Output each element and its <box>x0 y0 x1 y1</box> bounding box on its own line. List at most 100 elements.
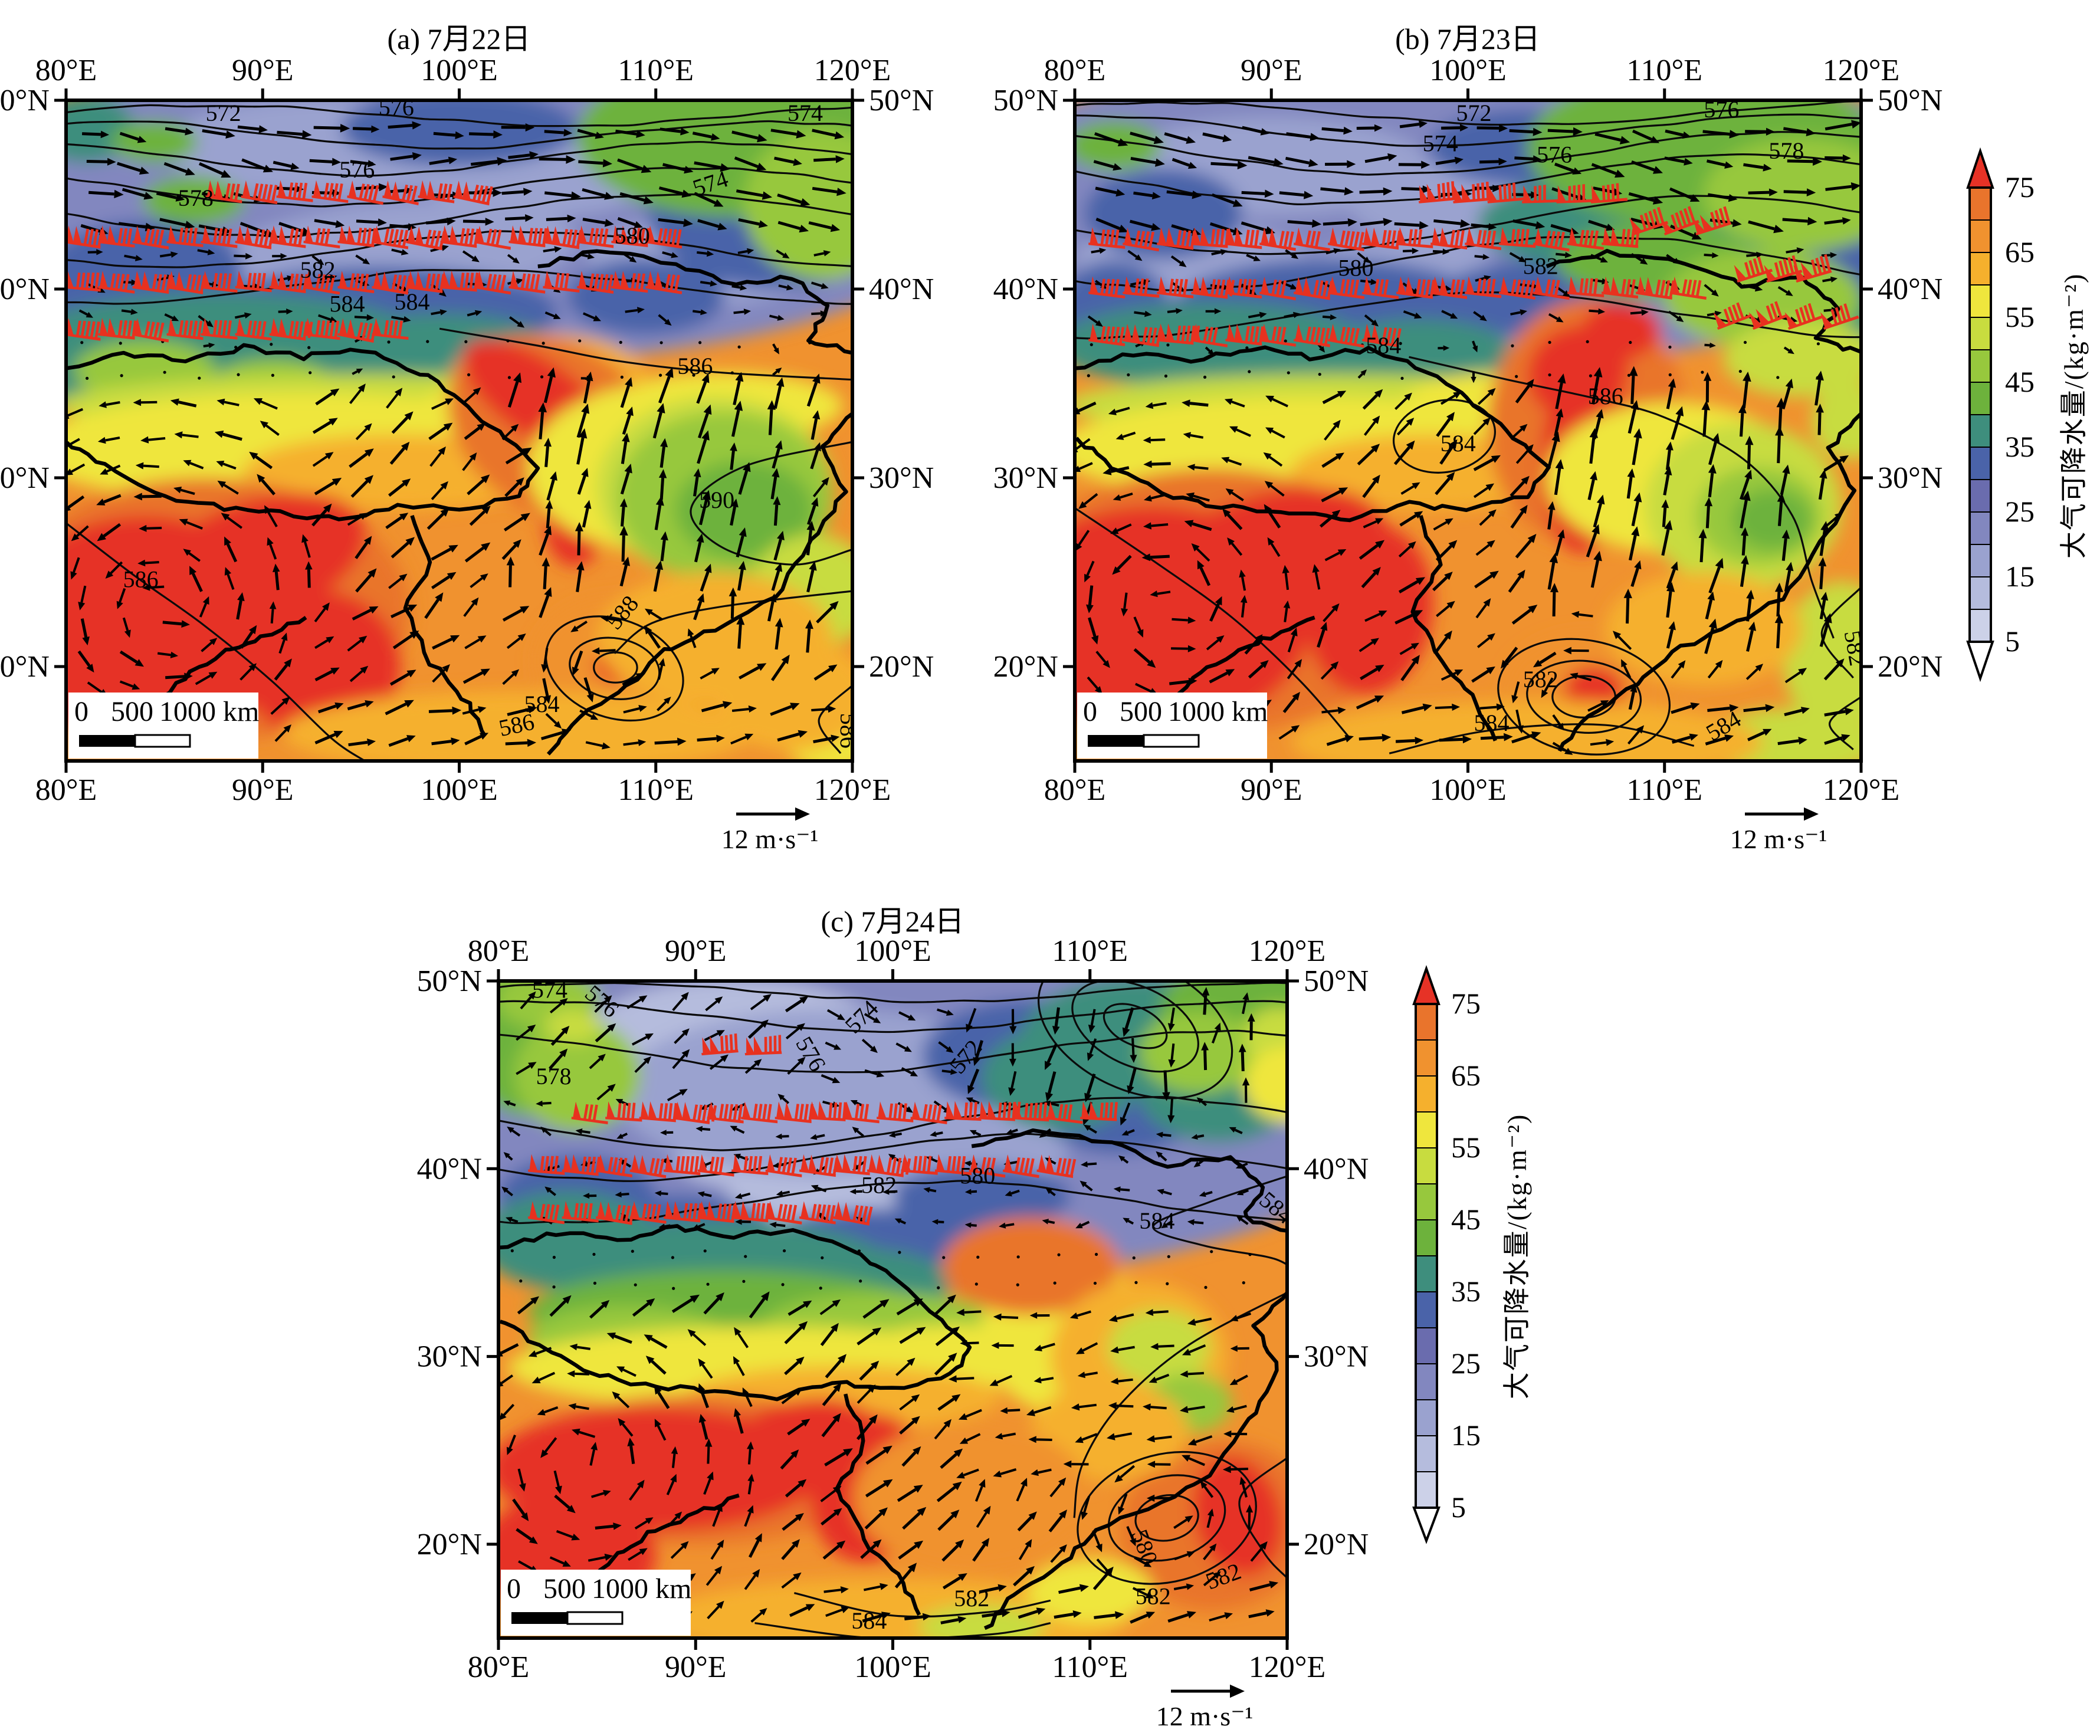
lat-tick-label: 30°N <box>0 461 50 495</box>
jet-wind-barb <box>697 1154 734 1177</box>
colorbar-tick-label: 75 <box>2005 170 2035 204</box>
jet-wind-barb <box>605 1101 642 1122</box>
lon-tick-label: 80°E <box>1044 773 1106 807</box>
contour-label-580: 580 <box>960 1163 995 1189</box>
colorbar-tick-label: 75 <box>1451 987 1481 1020</box>
jet-wind-barb <box>406 225 446 251</box>
lat-tick-label: 40°N <box>417 1152 482 1186</box>
jet-wind-barb <box>744 1035 782 1056</box>
contour-label-586: 586 <box>123 566 159 593</box>
jet-wind-barb <box>629 1201 667 1224</box>
jet-wind-barb <box>166 225 204 248</box>
contour-label-580: 580 <box>615 222 650 249</box>
jet-wind-barb <box>453 181 493 206</box>
lon-tick-label: 120°E <box>1823 54 1900 87</box>
jet-wind-barb <box>269 318 313 341</box>
lat-tick-label: 50°N <box>1304 964 1369 998</box>
jet-wind-barb <box>1002 1154 1039 1179</box>
jet-wind-barb <box>611 270 648 293</box>
jet-wind-barb <box>765 1201 802 1225</box>
jet-wind-barb <box>1669 276 1707 300</box>
jet-wind-barb <box>1328 276 1365 299</box>
jet-wind-barb <box>1793 254 1832 283</box>
jet-wind-barb <box>1692 206 1732 236</box>
jet-wind-barb <box>337 225 376 248</box>
scalebar: 0 500 1000 km <box>68 693 259 759</box>
jet-wind-barb <box>1784 303 1824 330</box>
lon-tick-label: 80°E <box>35 773 97 807</box>
jet-wind-barb <box>1225 276 1262 299</box>
axes-b: 80°E 80°E 90°E 90°E 100°E 100°E 110°E 110°E 120°… <box>993 54 1943 807</box>
jet-wind-barb <box>1088 276 1126 298</box>
contour-label-584: 584 <box>851 1607 887 1634</box>
jet-wind-barb <box>1123 276 1160 298</box>
jet-wind-barb <box>707 1101 744 1124</box>
jet-wind-barb <box>1259 323 1296 347</box>
lon-tick-label: 100°E <box>854 1650 931 1684</box>
contour-label-590: 590 <box>699 487 734 513</box>
jet-wind-barb <box>1123 323 1162 347</box>
pw-field-layer <box>498 981 1287 1638</box>
jet-wind-barb <box>1465 276 1502 298</box>
jet-wind-barb <box>98 271 135 294</box>
jet-wind-barb <box>1602 276 1638 299</box>
jet-wind-barb <box>765 1154 802 1177</box>
lon-tick-label: 110°E <box>1052 1650 1128 1684</box>
contour-label-586: 586 <box>677 353 713 379</box>
scalebar: 0 500 1000 km <box>501 1570 691 1636</box>
scalebar-labels: 0 500 1000 km <box>507 1573 691 1604</box>
scalebar: 0 500 1000 km <box>1077 693 1268 759</box>
contour-label-576: 576 <box>1537 142 1572 168</box>
contour-label-574: 574 <box>788 100 823 126</box>
jet-wind-barb <box>731 1201 770 1223</box>
contour-label-582: 582 <box>1523 252 1558 279</box>
jet-wind-barb <box>372 225 409 250</box>
colorbar-tick-label: 35 <box>1451 1275 1481 1308</box>
jet-wind-barb <box>1328 324 1364 348</box>
jet-wind-barb <box>1487 182 1525 204</box>
jet-wind-barb <box>1294 227 1330 252</box>
jet-wind-barb <box>474 225 511 250</box>
colorbar-tick-label: 55 <box>1451 1131 1481 1164</box>
contour-label-578: 578 <box>1768 137 1804 164</box>
colorbar-tick-label: 45 <box>2005 365 2035 398</box>
jet-wind-barb <box>877 1101 914 1123</box>
jet-wind-barb <box>1259 276 1296 301</box>
colorbar-tick-label: 5 <box>1451 1491 1466 1524</box>
jet-barbs-layer <box>1088 181 1859 348</box>
jet-wind-barb <box>235 225 275 250</box>
contour-label-578: 578 <box>178 185 214 211</box>
lat-tick-label: 50°N <box>993 84 1058 117</box>
lat-tick-label: 30°N <box>417 1340 482 1374</box>
jet-wind-barb <box>372 317 409 340</box>
vector-reference-label: 12 m·s⁻¹ <box>721 824 819 854</box>
jet-wind-barb <box>901 1154 938 1175</box>
jet-wind-barb <box>347 180 383 205</box>
jet-wind-barb <box>562 1154 601 1176</box>
jet-wind-barb <box>1499 227 1536 248</box>
lat-tick-label: 20°N <box>0 650 50 684</box>
jet-wind-barb <box>697 1201 737 1223</box>
jet-wind-barb <box>664 1201 703 1223</box>
wind-vectors-layer <box>66 121 846 754</box>
contour-label-582: 582 <box>300 257 336 283</box>
panel-a-title: (a) 7月22日 <box>387 22 531 55</box>
scalebar-labels: 0 500 1000 km <box>74 696 259 727</box>
lat-tick-label: 50°N <box>0 84 50 117</box>
contour-label-576: 576 <box>1704 96 1739 123</box>
jet-wind-barb <box>66 318 101 341</box>
lon-tick-label: 100°E <box>421 773 498 807</box>
jet-wind-barb <box>1533 276 1570 300</box>
lon-tick-label: 110°E <box>618 54 694 87</box>
jet-wind-barb <box>508 225 547 248</box>
colorbar-tick-label: 65 <box>1451 1059 1481 1092</box>
lon-tick-label: 120°E <box>1823 773 1900 807</box>
lat-tick-label: 40°N <box>869 273 934 306</box>
jet-wind-barb <box>528 1201 565 1225</box>
contour-label-584: 584 <box>1474 710 1510 736</box>
lon-tick-label: 110°E <box>1052 934 1128 968</box>
jet-wind-barb <box>508 271 546 294</box>
